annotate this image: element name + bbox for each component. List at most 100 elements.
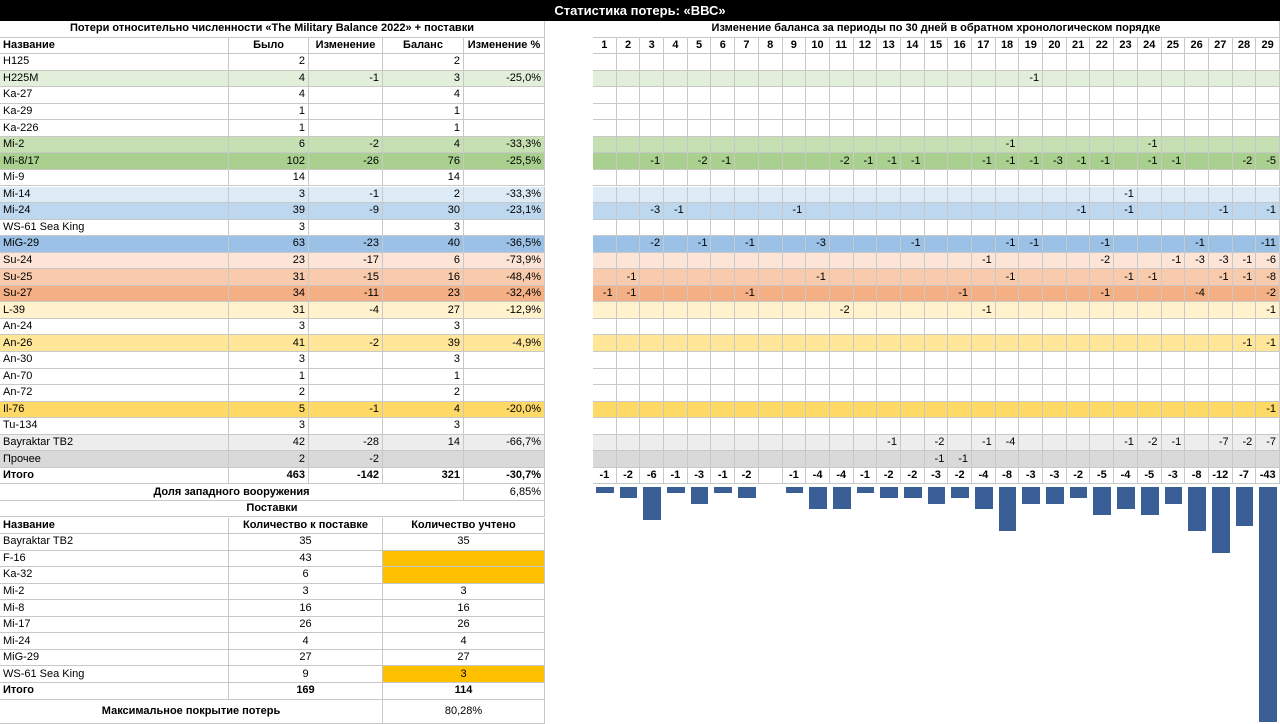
- period-change-cell: [1208, 169, 1233, 187]
- period-change-cell: [972, 87, 996, 104]
- period-change-cell: [711, 352, 736, 369]
- period-change-cell: [1185, 302, 1209, 319]
- period-change-cell: [1208, 285, 1233, 303]
- losses-row-balance: 16: [383, 269, 464, 286]
- supplies-row-counted: 35: [383, 534, 545, 551]
- period-change-cell: [877, 169, 901, 187]
- losses-row-change: [309, 169, 383, 187]
- period-change-cell: [877, 352, 901, 369]
- period-change-cell: [616, 70, 641, 88]
- period-change-cell: [972, 335, 996, 352]
- losses-row-change: -2: [309, 451, 383, 468]
- period-change-cell: [1114, 285, 1138, 303]
- period-label: 14: [900, 37, 925, 55]
- period-total-bar: [1022, 487, 1041, 504]
- period-change-cell: [1090, 70, 1115, 88]
- losses-row-pct: -33,3%: [464, 186, 545, 204]
- period-change-cell: [1185, 169, 1209, 187]
- losses-row-balance: 2: [383, 385, 464, 402]
- period-change-cell: [758, 120, 783, 137]
- period-change-cell: [853, 120, 878, 137]
- period-label: 17: [972, 37, 996, 55]
- period-change-cell: [877, 219, 901, 237]
- period-change-value: -7: [1208, 434, 1233, 452]
- period-change-cell: [1090, 401, 1115, 419]
- supplies-column-header: Количество к поставке: [229, 517, 383, 535]
- period-change-cell: [806, 285, 830, 303]
- period-change-cell: [1256, 169, 1280, 187]
- period-change-cell: [1208, 120, 1233, 137]
- period-total: -2: [948, 467, 973, 485]
- period-change-value: -2: [1232, 153, 1257, 170]
- period-total-bar: [998, 487, 1017, 532]
- losses-row-pct: -36,5%: [464, 236, 545, 253]
- period-change-cell: [853, 252, 878, 270]
- period-total: -1: [664, 467, 688, 485]
- losses-row-pct: -20,0%: [464, 401, 545, 419]
- period-total-bar: [927, 487, 946, 504]
- period-change-cell: [1256, 103, 1280, 121]
- period-change-cell: [1090, 54, 1115, 71]
- losses-row-change: -2: [309, 136, 383, 154]
- period-change-cell: [1066, 120, 1091, 137]
- period-change-cell: [735, 219, 759, 237]
- period-change-value: -1: [1256, 203, 1280, 220]
- period-change-cell: [900, 136, 925, 154]
- losses-row-was: 6: [229, 136, 309, 154]
- period-change-cell: [1019, 169, 1044, 187]
- period-label: 6: [711, 37, 736, 55]
- losses-row-change: -1: [309, 70, 383, 88]
- period-change-cell: [948, 203, 973, 220]
- period-change-cell: [664, 120, 688, 137]
- period-change-cell: [1114, 368, 1138, 386]
- period-change-cell: [948, 269, 973, 286]
- period-change-cell: [853, 368, 878, 386]
- period-change-value: -1: [1161, 434, 1186, 452]
- supplies-row-counted: 16: [383, 600, 545, 617]
- period-change-cell: [924, 54, 949, 71]
- period-change-cell: [664, 335, 688, 352]
- supplies-row-qty: 6: [229, 567, 383, 584]
- period-change-cell: [1185, 186, 1209, 204]
- period-change-cell: [948, 120, 973, 137]
- period-change-cell: [995, 368, 1020, 386]
- period-change-cell: [924, 153, 949, 170]
- period-change-value: -1: [972, 252, 996, 270]
- period-change-cell: [972, 186, 996, 204]
- period-total: -12: [1208, 467, 1233, 485]
- period-change-cell: [900, 120, 925, 137]
- period-total-bar: [832, 487, 851, 510]
- period-change-cell: [806, 368, 830, 386]
- period-change-cell: [711, 285, 736, 303]
- supplies-row-counted: 27: [383, 649, 545, 667]
- period-change-cell: [735, 169, 759, 187]
- losses-row-name: H125: [0, 54, 229, 71]
- losses-row-balance: 40: [383, 236, 464, 253]
- period-change-cell: [1114, 302, 1138, 319]
- losses-row-change: [309, 54, 383, 71]
- period-change-cell: [1161, 54, 1186, 71]
- period-change-cell: [1185, 70, 1209, 88]
- period-change-value: -1: [1185, 236, 1209, 253]
- period-label: 7: [735, 37, 759, 55]
- period-change-cell: [806, 103, 830, 121]
- period-change-value: -1: [664, 203, 688, 220]
- period-change-cell: [1232, 219, 1257, 237]
- period-change-cell: [1232, 285, 1257, 303]
- supplies-row-name: Mi-24: [0, 633, 229, 650]
- period-change-cell: [1043, 318, 1067, 336]
- period-change-cell: [1114, 418, 1138, 435]
- period-change-cell: [995, 401, 1020, 419]
- period-change-cell: [853, 236, 878, 253]
- losses-row-change: [309, 368, 383, 386]
- period-change-cell: [782, 418, 807, 435]
- supplies-column-header: Название: [0, 517, 229, 535]
- period-change-cell: [853, 418, 878, 435]
- period-change-cell: [664, 103, 688, 121]
- period-change-cell: [735, 385, 759, 402]
- period-change-cell: [1019, 385, 1044, 402]
- losses-row-was: 2: [229, 451, 309, 468]
- period-change-cell: [829, 136, 854, 154]
- period-change-value: -1: [1161, 153, 1186, 170]
- period-change-cell: [806, 352, 830, 369]
